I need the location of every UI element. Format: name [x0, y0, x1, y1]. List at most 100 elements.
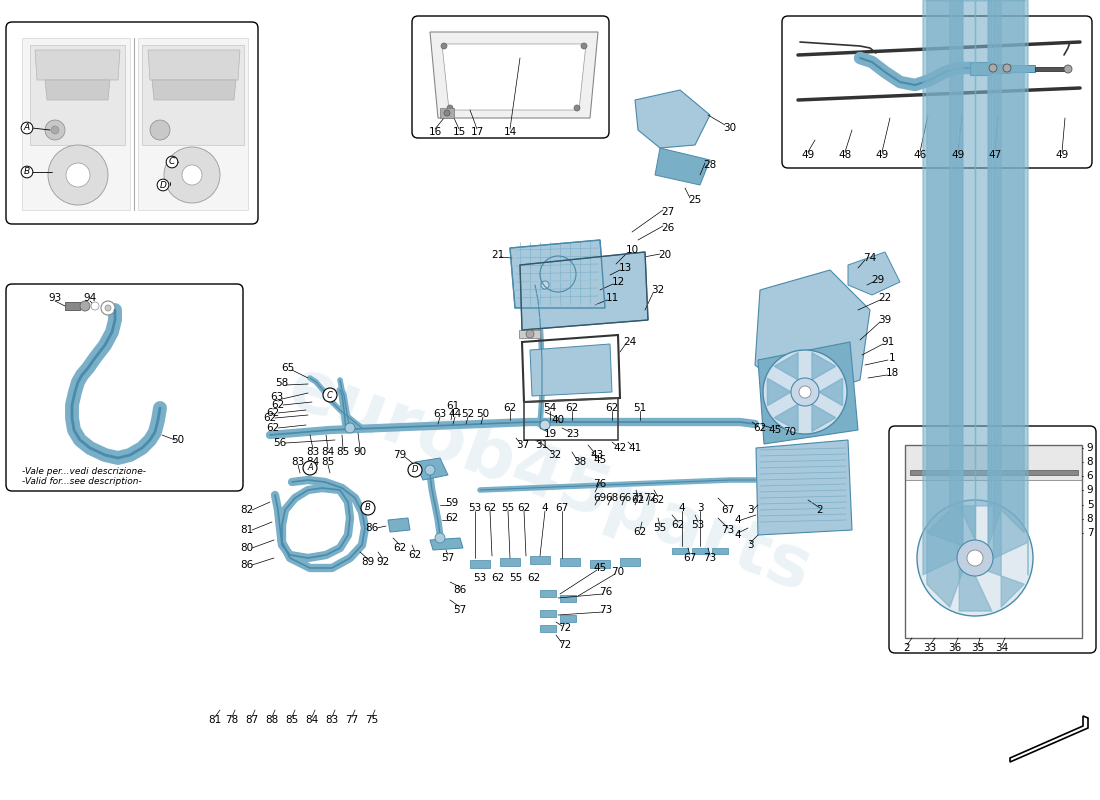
- Circle shape: [791, 378, 820, 406]
- Circle shape: [323, 388, 337, 402]
- Circle shape: [541, 281, 549, 289]
- Text: 52: 52: [461, 409, 474, 419]
- Text: 29: 29: [871, 275, 884, 285]
- Text: 54: 54: [543, 403, 557, 413]
- Circle shape: [51, 126, 59, 134]
- Text: 70: 70: [612, 567, 625, 577]
- Text: 69: 69: [593, 493, 606, 503]
- Polygon shape: [430, 538, 463, 550]
- FancyBboxPatch shape: [6, 284, 243, 491]
- Text: 13: 13: [618, 263, 631, 273]
- Circle shape: [101, 301, 116, 315]
- Text: 4: 4: [541, 503, 548, 513]
- Text: 36: 36: [948, 643, 961, 653]
- Polygon shape: [812, 404, 836, 431]
- Text: 38: 38: [573, 457, 586, 467]
- Text: 84: 84: [307, 457, 320, 467]
- Polygon shape: [138, 38, 248, 210]
- Text: 2: 2: [904, 643, 911, 653]
- Polygon shape: [712, 548, 728, 554]
- Polygon shape: [440, 108, 454, 118]
- Polygon shape: [774, 404, 799, 431]
- Text: 1: 1: [889, 353, 895, 363]
- Text: 72: 72: [644, 493, 657, 503]
- Text: 73: 73: [703, 553, 716, 563]
- Text: 27: 27: [661, 207, 674, 217]
- Text: 62: 62: [266, 408, 279, 418]
- Text: 24: 24: [624, 337, 637, 347]
- Text: 44: 44: [449, 409, 462, 419]
- Polygon shape: [755, 270, 870, 400]
- Text: 53: 53: [692, 520, 705, 530]
- Text: 46: 46: [913, 150, 926, 160]
- Text: 48: 48: [838, 150, 851, 160]
- Text: 71: 71: [631, 493, 645, 503]
- Text: 23: 23: [566, 429, 580, 439]
- Text: 18: 18: [886, 368, 899, 378]
- Text: 89: 89: [362, 557, 375, 567]
- Circle shape: [989, 64, 997, 72]
- Text: 62: 62: [263, 413, 276, 423]
- Text: 82: 82: [241, 505, 254, 515]
- Text: 3: 3: [696, 503, 703, 513]
- Polygon shape: [415, 458, 448, 480]
- Polygon shape: [1010, 65, 1035, 72]
- Polygon shape: [540, 610, 556, 617]
- Text: 14: 14: [504, 127, 517, 137]
- Text: 86: 86: [453, 585, 466, 595]
- Polygon shape: [470, 560, 490, 568]
- Text: 76: 76: [593, 479, 606, 489]
- Circle shape: [425, 465, 435, 475]
- Text: 40: 40: [551, 415, 564, 425]
- Circle shape: [441, 43, 447, 49]
- Circle shape: [967, 550, 983, 566]
- Text: 62: 62: [504, 403, 517, 413]
- Text: 62: 62: [565, 403, 579, 413]
- Text: 8: 8: [1087, 514, 1093, 524]
- Circle shape: [1003, 64, 1011, 72]
- Circle shape: [581, 43, 587, 49]
- Text: 76: 76: [600, 587, 613, 597]
- Text: 86: 86: [365, 523, 378, 533]
- Polygon shape: [774, 353, 799, 380]
- Polygon shape: [905, 445, 1082, 480]
- Text: 49: 49: [876, 150, 889, 160]
- Text: 68: 68: [605, 493, 618, 503]
- Text: 53: 53: [473, 573, 486, 583]
- Text: 26: 26: [661, 223, 674, 233]
- Polygon shape: [530, 344, 612, 396]
- Polygon shape: [1010, 716, 1088, 762]
- Text: 4: 4: [735, 515, 741, 525]
- Text: 9: 9: [1087, 443, 1093, 453]
- Text: 62: 62: [492, 573, 505, 583]
- Text: 55: 55: [509, 573, 522, 583]
- Text: 63: 63: [271, 392, 284, 402]
- Polygon shape: [560, 615, 576, 622]
- Text: 65: 65: [282, 363, 295, 373]
- Circle shape: [799, 386, 811, 398]
- Circle shape: [957, 540, 993, 576]
- Text: 34: 34: [996, 643, 1009, 653]
- Circle shape: [763, 350, 847, 434]
- Text: eurob45parts: eurob45parts: [279, 354, 821, 606]
- FancyBboxPatch shape: [889, 426, 1096, 653]
- FancyBboxPatch shape: [782, 16, 1092, 168]
- Text: 74: 74: [864, 253, 877, 263]
- Text: 31: 31: [536, 440, 549, 450]
- Text: C: C: [169, 158, 175, 166]
- Text: 58: 58: [275, 378, 288, 388]
- Text: 92: 92: [376, 557, 389, 567]
- Text: 67: 67: [683, 553, 696, 563]
- Text: 62: 62: [651, 495, 664, 505]
- Circle shape: [104, 305, 111, 311]
- Polygon shape: [1035, 67, 1065, 71]
- Polygon shape: [540, 625, 556, 632]
- Text: 25: 25: [689, 195, 702, 205]
- Polygon shape: [520, 252, 648, 330]
- Text: 83: 83: [307, 447, 320, 457]
- Polygon shape: [990, 64, 1010, 73]
- Text: 21: 21: [492, 250, 505, 260]
- Text: 62: 62: [446, 513, 459, 523]
- Text: 86: 86: [241, 560, 254, 570]
- Polygon shape: [692, 548, 708, 554]
